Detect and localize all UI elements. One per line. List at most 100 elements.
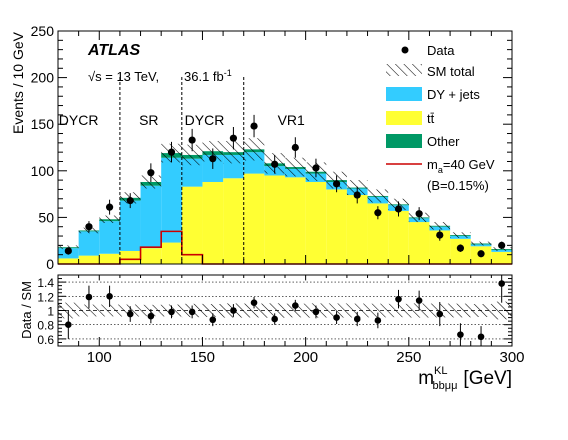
- ratio-point-6: [188, 308, 196, 316]
- bar-ttbar-12: [305, 181, 327, 264]
- x-tick-labels: 100 150 200 250 300: [87, 349, 525, 366]
- top-y-tick-label-200: 200: [31, 70, 55, 86]
- bar-ttbar-7: [202, 181, 224, 264]
- bar-ttbar-9: [243, 173, 265, 264]
- luminosity-value: 36.1 fb: [184, 69, 224, 84]
- ratio-uncertainty-bin-14: [346, 303, 368, 318]
- sm-uncertainty-bin-15: [367, 189, 389, 203]
- legend-dy-swatch: [386, 87, 422, 101]
- sm-uncertainty-bin-8: [223, 140, 244, 164]
- sm-uncertainty-bin-18: [429, 222, 451, 230]
- bar-ttbar-13: [326, 189, 347, 264]
- x-tick-label-200: 200: [293, 349, 318, 366]
- region-dividers: [119, 77, 245, 264]
- data-point-16: [394, 205, 403, 213]
- bar-ttbar-14: [346, 195, 368, 264]
- legend-data-marker: [401, 46, 409, 54]
- bar-ttbar-21: [491, 251, 512, 264]
- ratio-y-tick-labels: 0.60.811.21.4: [37, 276, 54, 347]
- bar-ttbar-4: [140, 248, 162, 264]
- bar-ttbar-17: [408, 222, 430, 264]
- ratio-point-5: [168, 308, 175, 316]
- x-tick-label-100: 100: [87, 349, 112, 366]
- bar-ttbar-5: [161, 242, 182, 264]
- luminosity-unit-exponent: -1: [224, 68, 232, 78]
- x-axis-subscript: bbμμ: [433, 380, 458, 392]
- bar-ttbar-15: [367, 203, 389, 264]
- sm-uncertainty-bin-20: [470, 241, 492, 246]
- atlas-label: ATLAS: [87, 42, 140, 59]
- legend-ttbar-swatch: [386, 111, 422, 125]
- bar-dy-jets-6: [181, 158, 203, 187]
- ratio-point-10: [271, 315, 278, 323]
- data-point-9: [250, 122, 258, 130]
- data-points: [64, 114, 506, 258]
- top-y-tick-label-150: 150: [31, 116, 55, 132]
- ratio-y-tick-label-1: 1: [47, 305, 54, 319]
- ratio-point-16: [395, 295, 402, 303]
- bar-ttbar-1: [78, 255, 100, 264]
- ratio-y-tick-label-1.4: 1.4: [37, 276, 54, 290]
- ratio-point-19: [457, 331, 464, 338]
- legend-signal-label: ma=40 GeV: [427, 157, 495, 175]
- top-axis-ticks: [57, 30, 513, 265]
- legend-dy-label: DY + jets: [427, 87, 480, 102]
- top-y-tick-labels: 0 50 100 150 200 250: [31, 23, 55, 272]
- bar-dy-jets-4: [140, 185, 162, 249]
- ratio-y-axis-label: Data / SM: [19, 281, 34, 339]
- x-tick-label-300: 300: [499, 349, 524, 366]
- ratio-point-0: [65, 321, 72, 329]
- ratio-point-11: [292, 302, 299, 309]
- data-point-4: [147, 169, 155, 177]
- main-histogram-panel: 0 50 100 150 200 250 ATLAS √s = 13 TeV, 36.1 …: [10, 23, 513, 272]
- ratio-y-tick-label-0.8: 0.8: [37, 319, 54, 333]
- bar-ttbar-11: [285, 177, 306, 264]
- sm-uncertainty-bin-9: [243, 138, 265, 161]
- ratio-uncertainty-bin-13: [326, 303, 347, 318]
- ratio-points: [65, 275, 505, 346]
- x-axis-label: mKL bbμμ [GeV]: [418, 365, 512, 392]
- data-point-14: [353, 191, 361, 199]
- data-point-18: [436, 231, 444, 239]
- bar-ttbar-16: [388, 210, 409, 264]
- stacked-backgrounds: [58, 149, 512, 264]
- bar-ttbar-2: [99, 253, 120, 264]
- data-point-10: [271, 160, 279, 168]
- data-point-7: [209, 155, 217, 163]
- energy-label: √s = 13 TeV,: [88, 69, 159, 84]
- data-point-2: [105, 203, 114, 211]
- data-point-5: [167, 148, 176, 156]
- data-point-11: [291, 143, 299, 152]
- legend-signal-subscript: a: [438, 165, 443, 175]
- data-point-19: [456, 244, 465, 252]
- x-axis-unit: [GeV]: [463, 368, 512, 389]
- ratio-y-tick-label-0.6: 0.6: [37, 333, 54, 347]
- ratio-gridlines: [58, 281, 512, 340]
- ratio-point-7: [209, 316, 217, 324]
- ratio-point-17: [415, 297, 423, 304]
- ratio-uncertainty-bin-16: [388, 303, 409, 318]
- ratio-point-14: [353, 315, 361, 323]
- legend-signal-name: m: [427, 157, 438, 172]
- ratio-point-9: [250, 299, 258, 306]
- legend-other-swatch: [386, 134, 422, 148]
- ratio-point-13: [333, 314, 340, 321]
- ratio-y-tick-label-1.2: 1.2: [37, 290, 54, 304]
- data-point-0: [64, 247, 72, 255]
- ratio-point-18: [436, 310, 444, 318]
- legend: Data SM total DY + jets tt̄ Other ma=40 …: [386, 43, 495, 193]
- legend-signal-mass: =40 GeV: [443, 157, 495, 172]
- data-point-20: [477, 250, 485, 258]
- bar-ttbar-10: [264, 175, 285, 264]
- region-label-sr: SR: [139, 112, 158, 128]
- luminosity-label: 36.1 fb-1: [184, 68, 232, 84]
- x-tick-label-250: 250: [396, 349, 421, 366]
- top-y-tick-label-0: 0: [46, 256, 54, 272]
- region-label-vr1: VR1: [278, 112, 305, 128]
- top-y-tick-label-250: 250: [31, 23, 55, 39]
- region-label-dycr: DYCR: [185, 112, 225, 128]
- data-point-1: [85, 223, 93, 231]
- sm-uncertainty-bin-6: [181, 144, 203, 166]
- legend-other-label: Other: [427, 134, 460, 149]
